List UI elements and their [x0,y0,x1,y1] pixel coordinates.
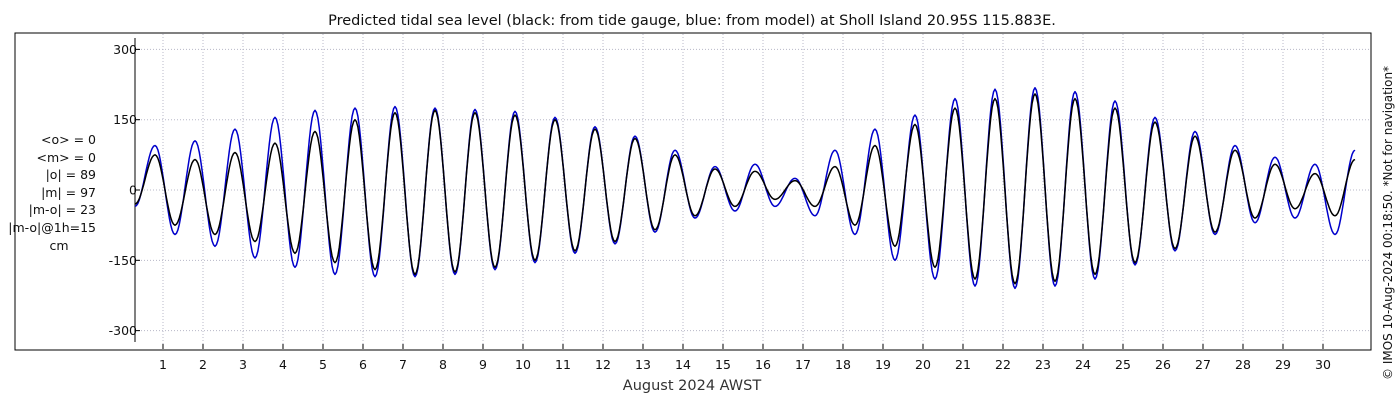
x-tick-label: 23 [1035,357,1051,372]
x-tick-label: 12 [595,357,611,372]
outer-frame [14,32,1372,351]
stat-abs-diff-1h: |m-o|@1h=15 [8,219,96,235]
stat-mean-model: <m> = 0 [36,149,97,165]
x-tick-label: 25 [1115,357,1131,372]
x-tick-label: 8 [439,357,447,372]
x-tick-label: 9 [479,357,487,372]
x-tick-label: 22 [995,357,1011,372]
stat-abs-diff: |m-o| = 23 [28,202,96,218]
y-tick-label: 0 [129,183,137,198]
x-axis: 1 2 3 4 5 6 7 8 9 10 11 12 13 14 15 16 17 18 19 20 21 22 23 24 2… [159,344,1331,372]
stat-mean-observed: <o> = 0 [41,132,96,147]
x-tick-label: 6 [359,357,367,372]
y-tick-label: 300 [113,42,137,57]
y-tick-label: -300 [109,323,137,338]
x-tick-label: 10 [515,357,531,372]
stats-panel: <o> = 0 <m> = 0 |o| = 89 |m| = 97 |m-o| … [0,131,96,254]
x-tick-label: 1 [159,357,167,372]
x-tick-label: 7 [399,357,407,372]
tide-gauge-series-line [134,93,1356,285]
x-axis-label: August 2024 AWST [623,378,762,394]
x-tick-label: 24 [1075,357,1091,372]
grid [135,34,1370,349]
y-axis: 300 150 0 -150 -300 [109,38,140,342]
x-tick-label: 5 [319,357,327,372]
chart-title: Predicted tidal sea level (black: from t… [328,13,1056,29]
stat-abs-observed: |o| = 89 [45,167,96,183]
x-tick-label: 29 [1275,357,1291,372]
y-tick-label: 150 [113,112,137,127]
x-tick-label: 19 [875,357,891,372]
y-tick-label: -150 [109,253,137,268]
stat-abs-model: |m| = 97 [41,184,96,200]
x-tick-label: 18 [835,357,851,372]
x-tick-label: 2 [199,357,207,372]
x-tick-label: 15 [715,357,731,372]
x-tick-label: 17 [795,357,811,372]
x-tick-label: 20 [915,357,931,372]
x-tick-label: 16 [755,357,771,372]
watermark: © IMOS 10-Aug-2024 00:18:50. *Not for na… [1381,66,1395,380]
x-tick-label: 3 [239,357,247,372]
x-tick-label: 14 [675,357,691,372]
x-tick-label: 26 [1155,357,1171,372]
stat-unit: cm [49,237,69,253]
x-tick-label: 4 [279,357,287,372]
x-tick-label: 30 [1315,357,1331,372]
x-tick-label: 28 [1235,357,1251,372]
x-tick-label: 13 [635,357,651,372]
series-group [134,87,1356,290]
x-tick-label: 27 [1195,357,1211,372]
x-tick-label: 21 [955,357,971,372]
x-tick-label: 11 [555,357,571,372]
